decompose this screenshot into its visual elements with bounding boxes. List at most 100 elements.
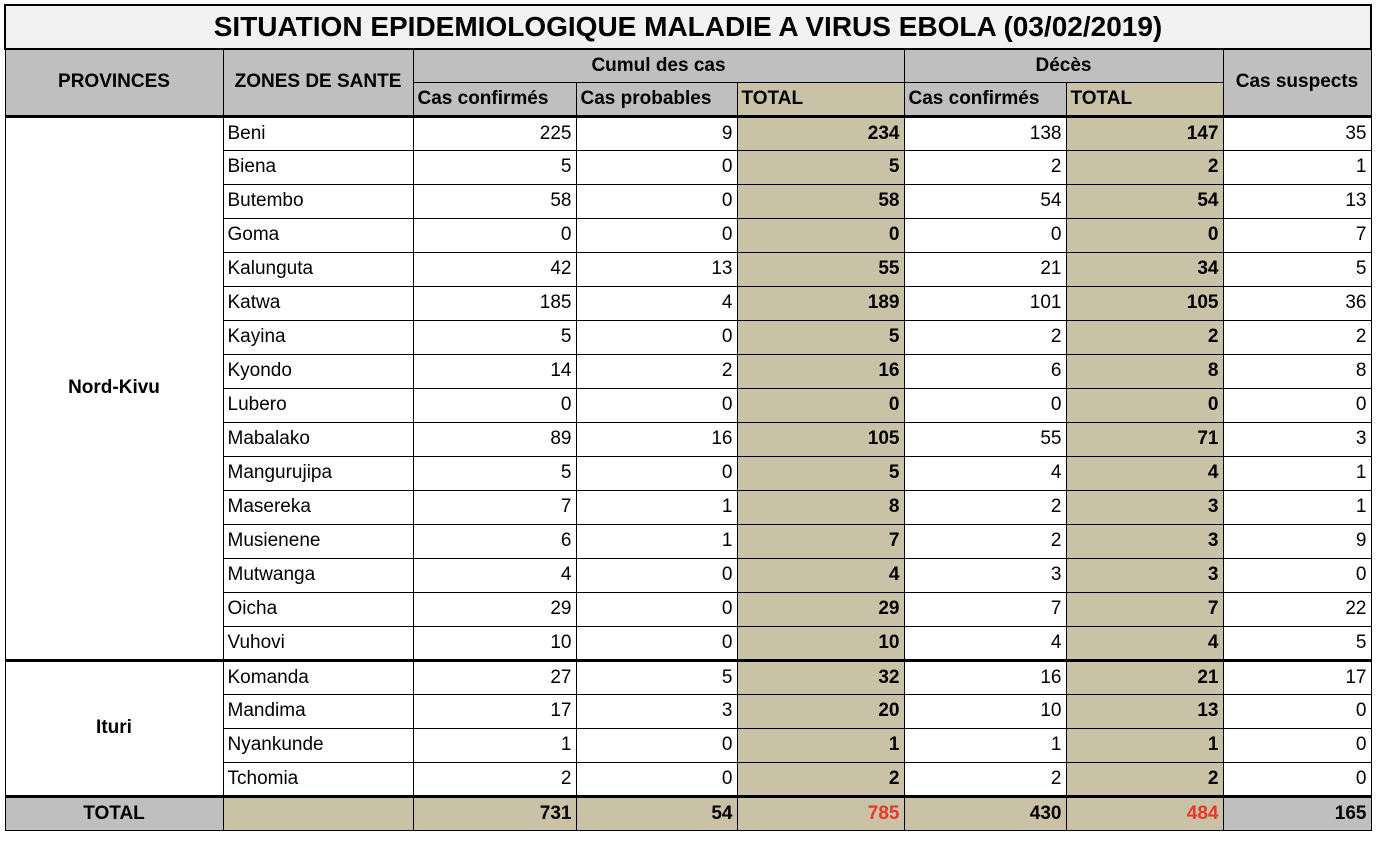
total-cell: 32 [736, 658, 905, 695]
deces-total-cell: 0 [1065, 217, 1224, 253]
deces-total-cell: 54 [1065, 183, 1224, 219]
header-provinces: PROVINCES [4, 48, 224, 117]
deces-confirmes-cell: 2 [903, 761, 1067, 797]
header-cas-probables: Cas probables [575, 81, 738, 117]
probables-cell: 4 [575, 285, 738, 321]
total-cell: 105 [736, 421, 905, 457]
suspects-cell: 36 [1222, 285, 1372, 321]
zone-cell: Komanda [222, 658, 414, 695]
total-cell: 8 [736, 489, 905, 525]
probables-cell: 0 [575, 727, 738, 763]
probables-cell: 2 [575, 353, 738, 389]
confirmes-cell: 17 [412, 693, 577, 729]
deces-confirmes-cell: 21 [903, 251, 1067, 287]
total-cell: 55 [736, 251, 905, 287]
deces-total-cell: 4 [1065, 455, 1224, 491]
total-cell: 4 [736, 557, 905, 593]
total-cell: 29 [736, 591, 905, 627]
zone-cell: Kyondo [222, 353, 414, 389]
table-row: Oicha 29 0 29 7 7 22 [5, 591, 1372, 627]
table-row: Mangurujipa 5 0 5 4 4 1 [5, 455, 1372, 491]
probables-cell: 1 [575, 523, 738, 559]
header-zones: ZONES DE SANTE [222, 48, 414, 117]
deces-total-cell: 7 [1065, 591, 1224, 627]
zone-cell: Musienene [222, 523, 414, 559]
zone-cell: Biena [222, 149, 414, 185]
deces-confirmes-cell: 7 [903, 591, 1067, 627]
header-deces: Décès [903, 48, 1224, 83]
total-cell: 58 [736, 183, 905, 219]
zone-cell: Goma [222, 217, 414, 253]
confirmes-cell: 5 [412, 149, 577, 185]
province-name: Ituri [4, 658, 224, 797]
probables-cell: 0 [575, 149, 738, 185]
confirmes-cell: 225 [412, 114, 577, 151]
table-row: Vuhovi 10 0 10 4 4 5 [5, 625, 1372, 661]
table-row: Musienene 6 1 7 2 3 9 [5, 523, 1372, 559]
deces-confirmes-cell: 0 [903, 387, 1067, 423]
suspects-cell: 0 [1222, 387, 1372, 423]
total-cell: 1 [736, 727, 905, 763]
suspects-cell: 5 [1222, 625, 1372, 661]
probables-cell: 0 [575, 557, 738, 593]
totals-zone-blank [222, 794, 414, 831]
confirmes-cell: 5 [412, 455, 577, 491]
total-cell: 16 [736, 353, 905, 389]
deces-confirmes-cell: 55 [903, 421, 1067, 457]
table-row: Mutwanga 4 0 4 3 3 0 [5, 557, 1372, 593]
deces-confirmes-cell: 101 [903, 285, 1067, 321]
probables-cell: 0 [575, 591, 738, 627]
table-title: SITUATION EPIDEMIOLOGIQUE MALADIE A VIRU… [4, 4, 1372, 50]
totals-total: 785 [736, 794, 905, 831]
suspects-cell: 7 [1222, 217, 1372, 253]
total-cell: 10 [736, 625, 905, 661]
zone-cell: Butembo [222, 183, 414, 219]
totals-deces-confirmes: 430 [903, 794, 1067, 831]
zone-cell: Mangurujipa [222, 455, 414, 491]
confirmes-cell: 1 [412, 727, 577, 763]
suspects-cell: 0 [1222, 761, 1372, 797]
deces-confirmes-cell: 2 [903, 489, 1067, 525]
suspects-cell: 22 [1222, 591, 1372, 627]
deces-confirmes-cell: 1 [903, 727, 1067, 763]
total-cell: 5 [736, 319, 905, 355]
probables-cell: 13 [575, 251, 738, 287]
totals-probables: 54 [575, 794, 738, 831]
suspects-cell: 0 [1222, 693, 1372, 729]
total-cell: 5 [736, 149, 905, 185]
suspects-cell: 17 [1222, 658, 1372, 695]
deces-confirmes-cell: 2 [903, 149, 1067, 185]
deces-total-cell: 147 [1065, 114, 1224, 151]
total-cell: 234 [736, 114, 905, 151]
totals-row: TOTAL 731 54 785 430 484 165 [4, 794, 1372, 831]
zone-cell: Katwa [222, 285, 414, 321]
deces-total-cell: 4 [1065, 625, 1224, 661]
total-cell: 20 [736, 693, 905, 729]
province-name: Nord-Kivu [4, 114, 224, 661]
table-row: Mabalako 89 16 105 55 71 3 [5, 421, 1372, 457]
confirmes-cell: 0 [412, 387, 577, 423]
probables-cell: 0 [575, 217, 738, 253]
totals-deces-total: 484 [1065, 794, 1224, 831]
confirmes-cell: 7 [412, 489, 577, 525]
table-row: Biena 5 0 5 2 2 1 [5, 149, 1372, 185]
table-row: Ituri Komanda 27 5 32 16 21 17 [4, 658, 1372, 797]
deces-total-cell: 8 [1065, 353, 1224, 389]
suspects-cell: 8 [1222, 353, 1372, 389]
confirmes-cell: 0 [412, 217, 577, 253]
total-cell: 2 [736, 761, 905, 797]
probables-cell: 0 [575, 183, 738, 219]
confirmes-cell: 14 [412, 353, 577, 389]
suspects-cell: 35 [1222, 114, 1372, 151]
deces-total-cell: 13 [1065, 693, 1224, 729]
probables-cell: 0 [575, 387, 738, 423]
suspects-cell: 2 [1222, 319, 1372, 355]
zone-cell: Lubero [222, 387, 414, 423]
confirmes-cell: 89 [412, 421, 577, 457]
table-row: Lubero 0 0 0 0 0 0 [5, 387, 1372, 423]
deces-confirmes-cell: 6 [903, 353, 1067, 389]
zone-cell: Mandima [222, 693, 414, 729]
confirmes-cell: 6 [412, 523, 577, 559]
suspects-cell: 13 [1222, 183, 1372, 219]
deces-confirmes-cell: 16 [903, 658, 1067, 695]
